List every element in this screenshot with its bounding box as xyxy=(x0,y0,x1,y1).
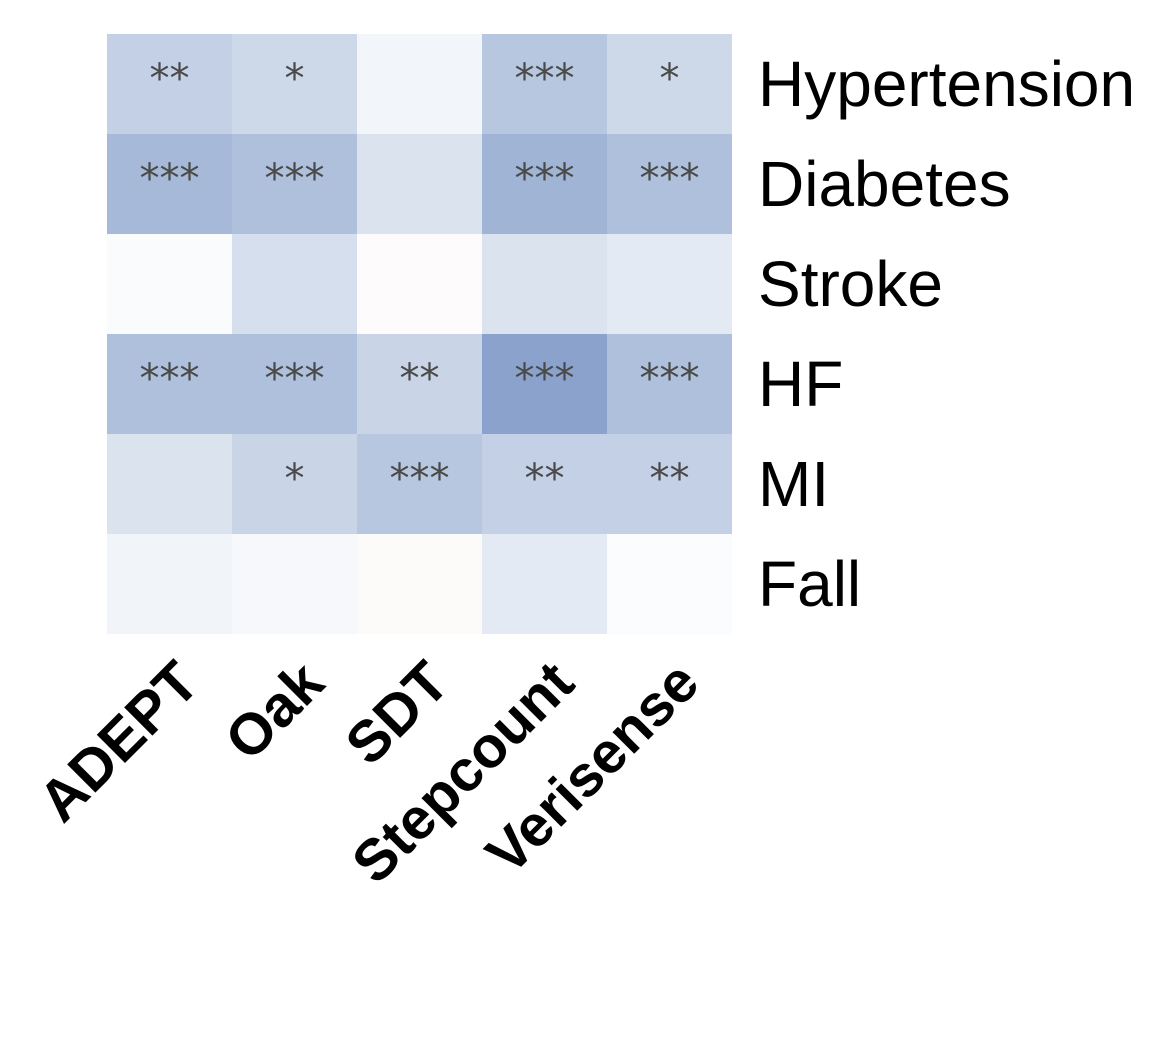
row-label-mi: MI xyxy=(758,448,829,520)
significance-stars: *** xyxy=(640,356,700,402)
significance-stars: * xyxy=(285,56,305,102)
heatmap-cell-diabetes-adept xyxy=(107,134,232,234)
significance-stars: *** xyxy=(140,156,200,202)
significance-stars: ** xyxy=(150,56,190,102)
significance-stars: *** xyxy=(515,56,575,102)
significance-stars: ** xyxy=(650,456,690,502)
heatmap-cell-hypertension-sdt xyxy=(357,34,482,134)
heatmap-cell-diabetes-sdt xyxy=(357,134,482,234)
row-label-hypertension: Hypertension xyxy=(758,48,1135,120)
significance-stars: * xyxy=(285,456,305,502)
heatmap-cell-fall-stepcount xyxy=(482,534,607,634)
column-label-oak: Oak xyxy=(213,649,337,773)
heatmap-cells xyxy=(107,34,732,634)
significance-stars: ** xyxy=(525,456,565,502)
heatmap-cell-hf-stepcount xyxy=(482,334,607,434)
significance-stars: *** xyxy=(515,156,575,202)
significance-stars: * xyxy=(660,56,680,102)
significance-stars: *** xyxy=(390,456,450,502)
heatmap-cell-hypertension-oak xyxy=(232,34,357,134)
heatmap-cell-mi-stepcount xyxy=(482,434,607,534)
row-labels: Hypertension Diabetes Stroke HF MI Fall xyxy=(758,48,1135,620)
heatmap-cell-fall-verisense xyxy=(607,534,732,634)
significance-stars: *** xyxy=(265,356,325,402)
heatmap-cell-fall-sdt xyxy=(357,534,482,634)
heatmap-cell-fall-adept xyxy=(107,534,232,634)
heatmap-cell-stroke-sdt xyxy=(357,234,482,334)
heatmap-cell-mi-oak xyxy=(232,434,357,534)
row-label-stroke: Stroke xyxy=(758,248,943,320)
heatmap-cell-hf-oak xyxy=(232,334,357,434)
heatmap-cell-stroke-oak xyxy=(232,234,357,334)
significance-stars: *** xyxy=(265,156,325,202)
heatmap-cell-hypertension-adept xyxy=(107,34,232,134)
significance-stars: *** xyxy=(640,156,700,202)
column-label-adept: ADEPT xyxy=(26,649,211,834)
heatmap-cell-diabetes-stepcount xyxy=(482,134,607,234)
significance-stars: *** xyxy=(515,356,575,402)
heatmap-cell-mi-sdt xyxy=(357,434,482,534)
heatmap-cell-hypertension-verisense xyxy=(607,34,732,134)
heatmap-cell-stroke-verisense xyxy=(607,234,732,334)
heatmap-cell-diabetes-oak xyxy=(232,134,357,234)
heatmap-cell-diabetes-verisense xyxy=(607,134,732,234)
heatmap-cell-fall-oak xyxy=(232,534,357,634)
heatmap-cell-hypertension-stepcount xyxy=(482,34,607,134)
heatmap-cell-hf-adept xyxy=(107,334,232,434)
heatmap-cell-stroke-stepcount xyxy=(482,234,607,334)
heatmap-cell-mi-verisense xyxy=(607,434,732,534)
heatmap-cell-mi-adept xyxy=(107,434,232,534)
heatmap-cell-hf-verisense xyxy=(607,334,732,434)
significance-annotations: ** * *** **** *** *** ****** *** ** *** **** *** ** *… xyxy=(140,56,700,502)
row-label-fall: Fall xyxy=(758,548,861,620)
heatmap-cell-hf-sdt xyxy=(357,334,482,434)
row-label-diabetes: Diabetes xyxy=(758,148,1011,220)
significance-stars: ** xyxy=(400,356,440,402)
significance-stars: *** xyxy=(140,356,200,402)
heatmap-cell-stroke-adept xyxy=(107,234,232,334)
row-label-hf: HF xyxy=(758,348,843,420)
